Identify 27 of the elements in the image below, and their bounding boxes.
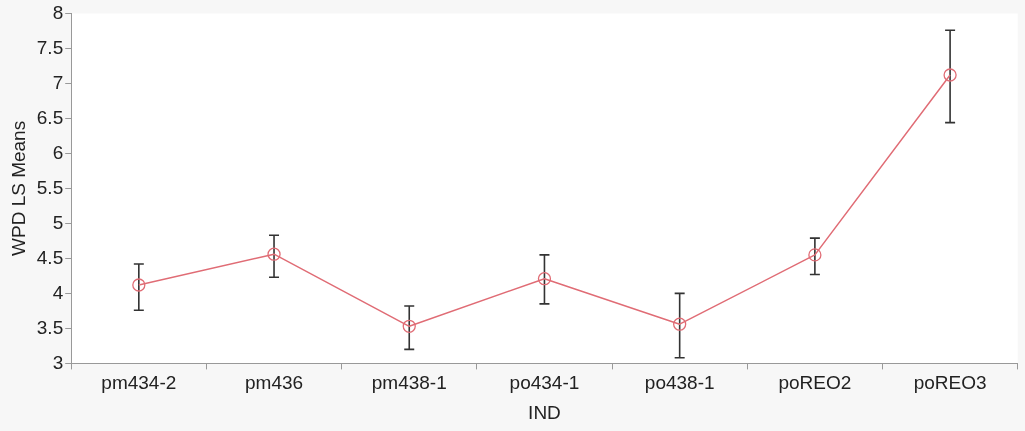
point [808, 248, 822, 262]
y-tick-label: 3.5 [36, 316, 64, 338]
y-tick-label: 8 [52, 1, 64, 23]
point [267, 247, 281, 261]
x-tick-label: pm438-1 [371, 372, 447, 394]
y-tick-label: 5.5 [36, 176, 64, 198]
x-tick-label: po434-1 [509, 372, 580, 394]
x-tick-label: pm436 [244, 372, 304, 394]
point [673, 317, 687, 331]
x-tick-label: poREO2 [778, 372, 852, 394]
x-tick-label: poREO3 [913, 372, 987, 394]
point [537, 272, 552, 286]
x-tick-label: pm434-2 [101, 372, 177, 394]
y-tick-label: 3 [52, 351, 64, 373]
y-tick-label: 4 [52, 281, 64, 303]
y-tick-label: 4.5 [36, 246, 64, 268]
point [943, 68, 957, 82]
y-axis-title: WPD LS Means [7, 120, 29, 256]
y-tick-label: 6.5 [36, 106, 64, 128]
y-tick-label: 6 [52, 141, 64, 163]
y-tick-label: 7 [52, 71, 64, 93]
y-tick-label: 5 [52, 211, 64, 233]
point [132, 278, 146, 292]
x-tick-label: po438-1 [644, 372, 715, 394]
x-axis-title: IND [528, 401, 561, 423]
y-tick-label: 7.5 [36, 36, 64, 58]
point [402, 319, 416, 333]
